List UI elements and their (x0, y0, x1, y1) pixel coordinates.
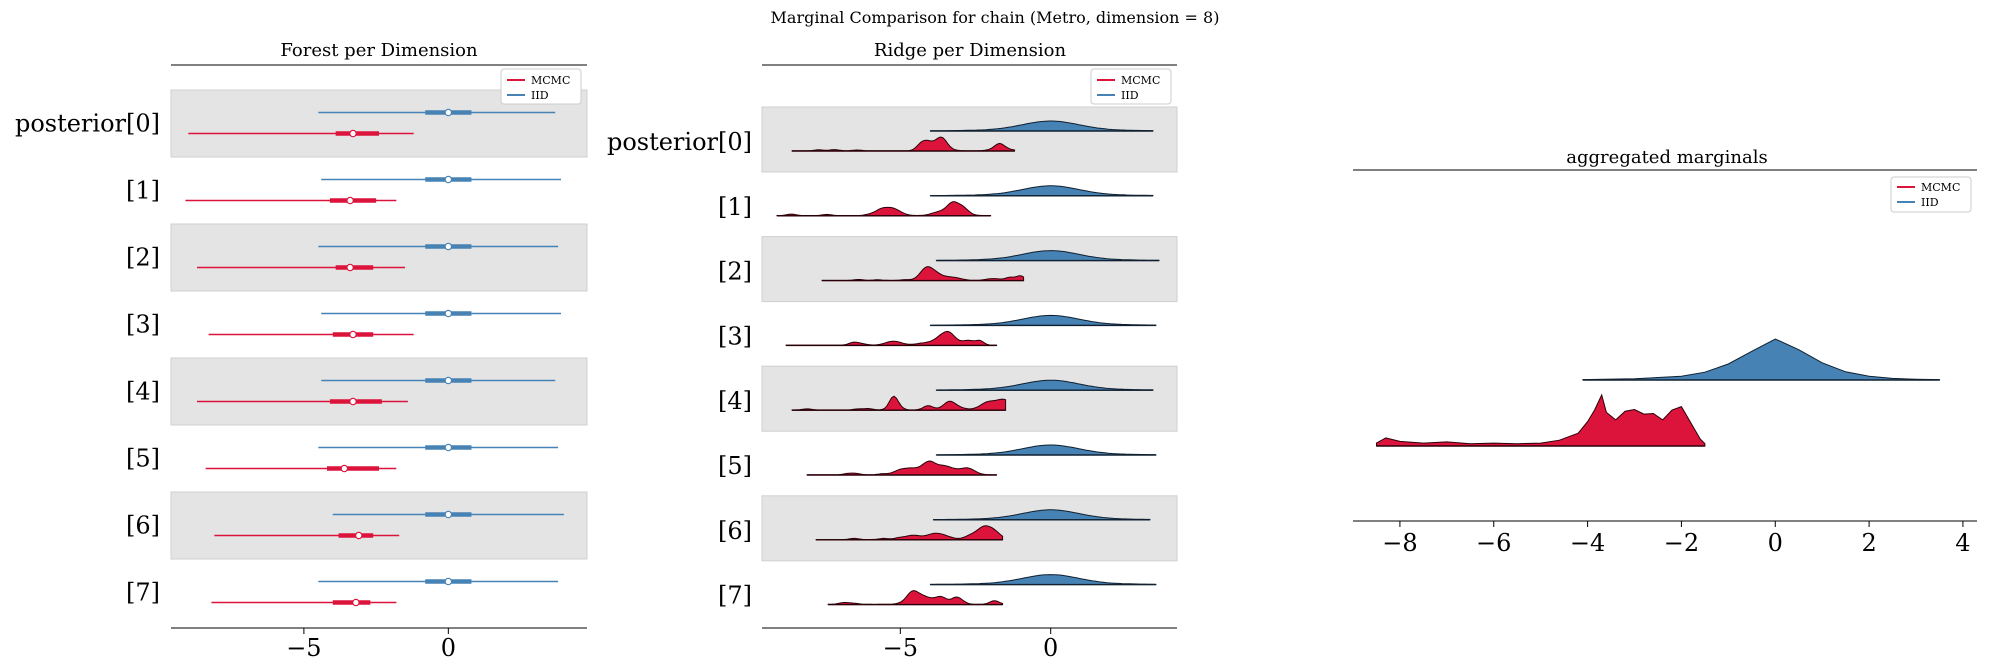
ridge-row-label: [3] (718, 322, 752, 350)
ridge-title: Ridge per Dimension (874, 40, 1067, 61)
legend-frame (1890, 176, 1972, 213)
ridge-legend: MCMC IID (1090, 68, 1172, 105)
iid-median-point (444, 510, 453, 519)
mcmc-median-point (346, 196, 354, 205)
forest-row-label: [7] (126, 579, 160, 607)
iid-ridge-density (929, 185, 1154, 197)
forest-row-label: [1] (126, 177, 160, 205)
aggregated-legend: MCMC IID (1890, 176, 1972, 213)
mcmc-median-point (352, 598, 360, 607)
ridge-row-label: [1] (718, 193, 752, 221)
forest-row-label: [6] (126, 512, 160, 540)
aggregated-panel: −8 −6 −4 −2 0 2 4 (1353, 169, 1977, 557)
ridge-row-label: [6] (718, 517, 752, 545)
aggregated-xtick-label: 4 (1955, 529, 1970, 557)
legend-mcmc-label: MCMC (1121, 74, 1160, 87)
mcmc-median-point (346, 263, 354, 272)
ridge-row-band (761, 106, 1178, 173)
ridge-xtick-label: −5 (883, 634, 918, 662)
mcmc-median-point (349, 330, 357, 339)
iid-ridge-density (929, 314, 1157, 326)
forest-panel: posterior[0] [1] [2] [3] [4] [5] [6] [7] −5 0 (15, 64, 588, 662)
legend-iid-label: IID (1121, 89, 1139, 102)
forest-row-band (170, 357, 588, 426)
aggregated-xtick-label: −4 (1570, 529, 1605, 557)
aggregated-xtick-label: −8 (1382, 529, 1417, 557)
mcmc-median-point (340, 464, 349, 473)
legend-iid-label: IID (1921, 196, 1939, 209)
iid-median-point (444, 108, 453, 117)
figure-suptitle: Marginal Comparison for chain (Metro, di… (771, 8, 1220, 27)
ridge-row-band (761, 236, 1178, 303)
mcmc-median-point (354, 531, 363, 540)
ridge-row-band (761, 365, 1178, 432)
forest-row-label: [2] (126, 244, 160, 272)
mcmc-ridge-density (776, 201, 992, 217)
ridge-panel: posterior[0] [1] [2] [3] [4] [5] [6] [7] −5 0 (607, 64, 1178, 662)
iid-ridge-density (929, 574, 1157, 586)
aggregated-xtick-label: 2 (1861, 529, 1876, 557)
ridge-row-label: [4] (718, 387, 752, 415)
iid-ridge-density (935, 444, 1157, 456)
mcmc-median-point (349, 129, 357, 138)
aggregated-xtick-label: −2 (1664, 529, 1699, 557)
forest-legend: MCMC IID (500, 68, 582, 105)
iid-ridge-density (935, 250, 1160, 262)
forest-row-band (170, 223, 588, 292)
iid-median-point (444, 175, 453, 184)
mcmc-aggregated-density (1376, 393, 1706, 447)
iid-median-point (444, 443, 453, 452)
ridge-row-label: [5] (718, 452, 752, 480)
ridge-row-band (761, 495, 1178, 562)
forest-title: Forest per Dimension (280, 40, 478, 61)
legend-mcmc-label: MCMC (1921, 181, 1960, 194)
ridge-row-label: [7] (718, 582, 752, 610)
legend-mcmc-label: MCMC (531, 74, 570, 87)
aggregated-xtick-label: −6 (1476, 529, 1511, 557)
aggregated-title: aggregated marginals (1566, 147, 1767, 168)
iid-median-point (444, 309, 453, 318)
mcmc-ridge-density (785, 330, 998, 346)
legend-iid-label: IID (531, 89, 549, 102)
mcmc-ridge-density (827, 590, 1004, 606)
iid-median-point (444, 577, 453, 586)
iid-aggregated-density (1582, 338, 1940, 381)
ridge-row-label: posterior[0] (607, 128, 752, 156)
forest-row-label: posterior[0] (15, 110, 160, 138)
forest-xtick-label: 0 (441, 634, 456, 662)
aggregated-xtick-label: 0 (1768, 529, 1783, 557)
mcmc-ridge-density (821, 266, 1025, 282)
ridge-xtick-label: 0 (1043, 634, 1058, 662)
mcmc-median-point (349, 397, 357, 406)
forest-xtick-label: −5 (286, 634, 321, 662)
forest-row-band (170, 491, 588, 560)
iid-median-point (444, 242, 453, 251)
forest-row-label: [5] (126, 445, 160, 473)
mcmc-ridge-density (806, 460, 998, 476)
iid-median-point (444, 376, 453, 385)
iid-ridge-density (935, 379, 1154, 391)
forest-row-label: [3] (126, 311, 160, 339)
ridge-row-label: [2] (718, 258, 752, 286)
forest-row-label: [4] (126, 378, 160, 406)
